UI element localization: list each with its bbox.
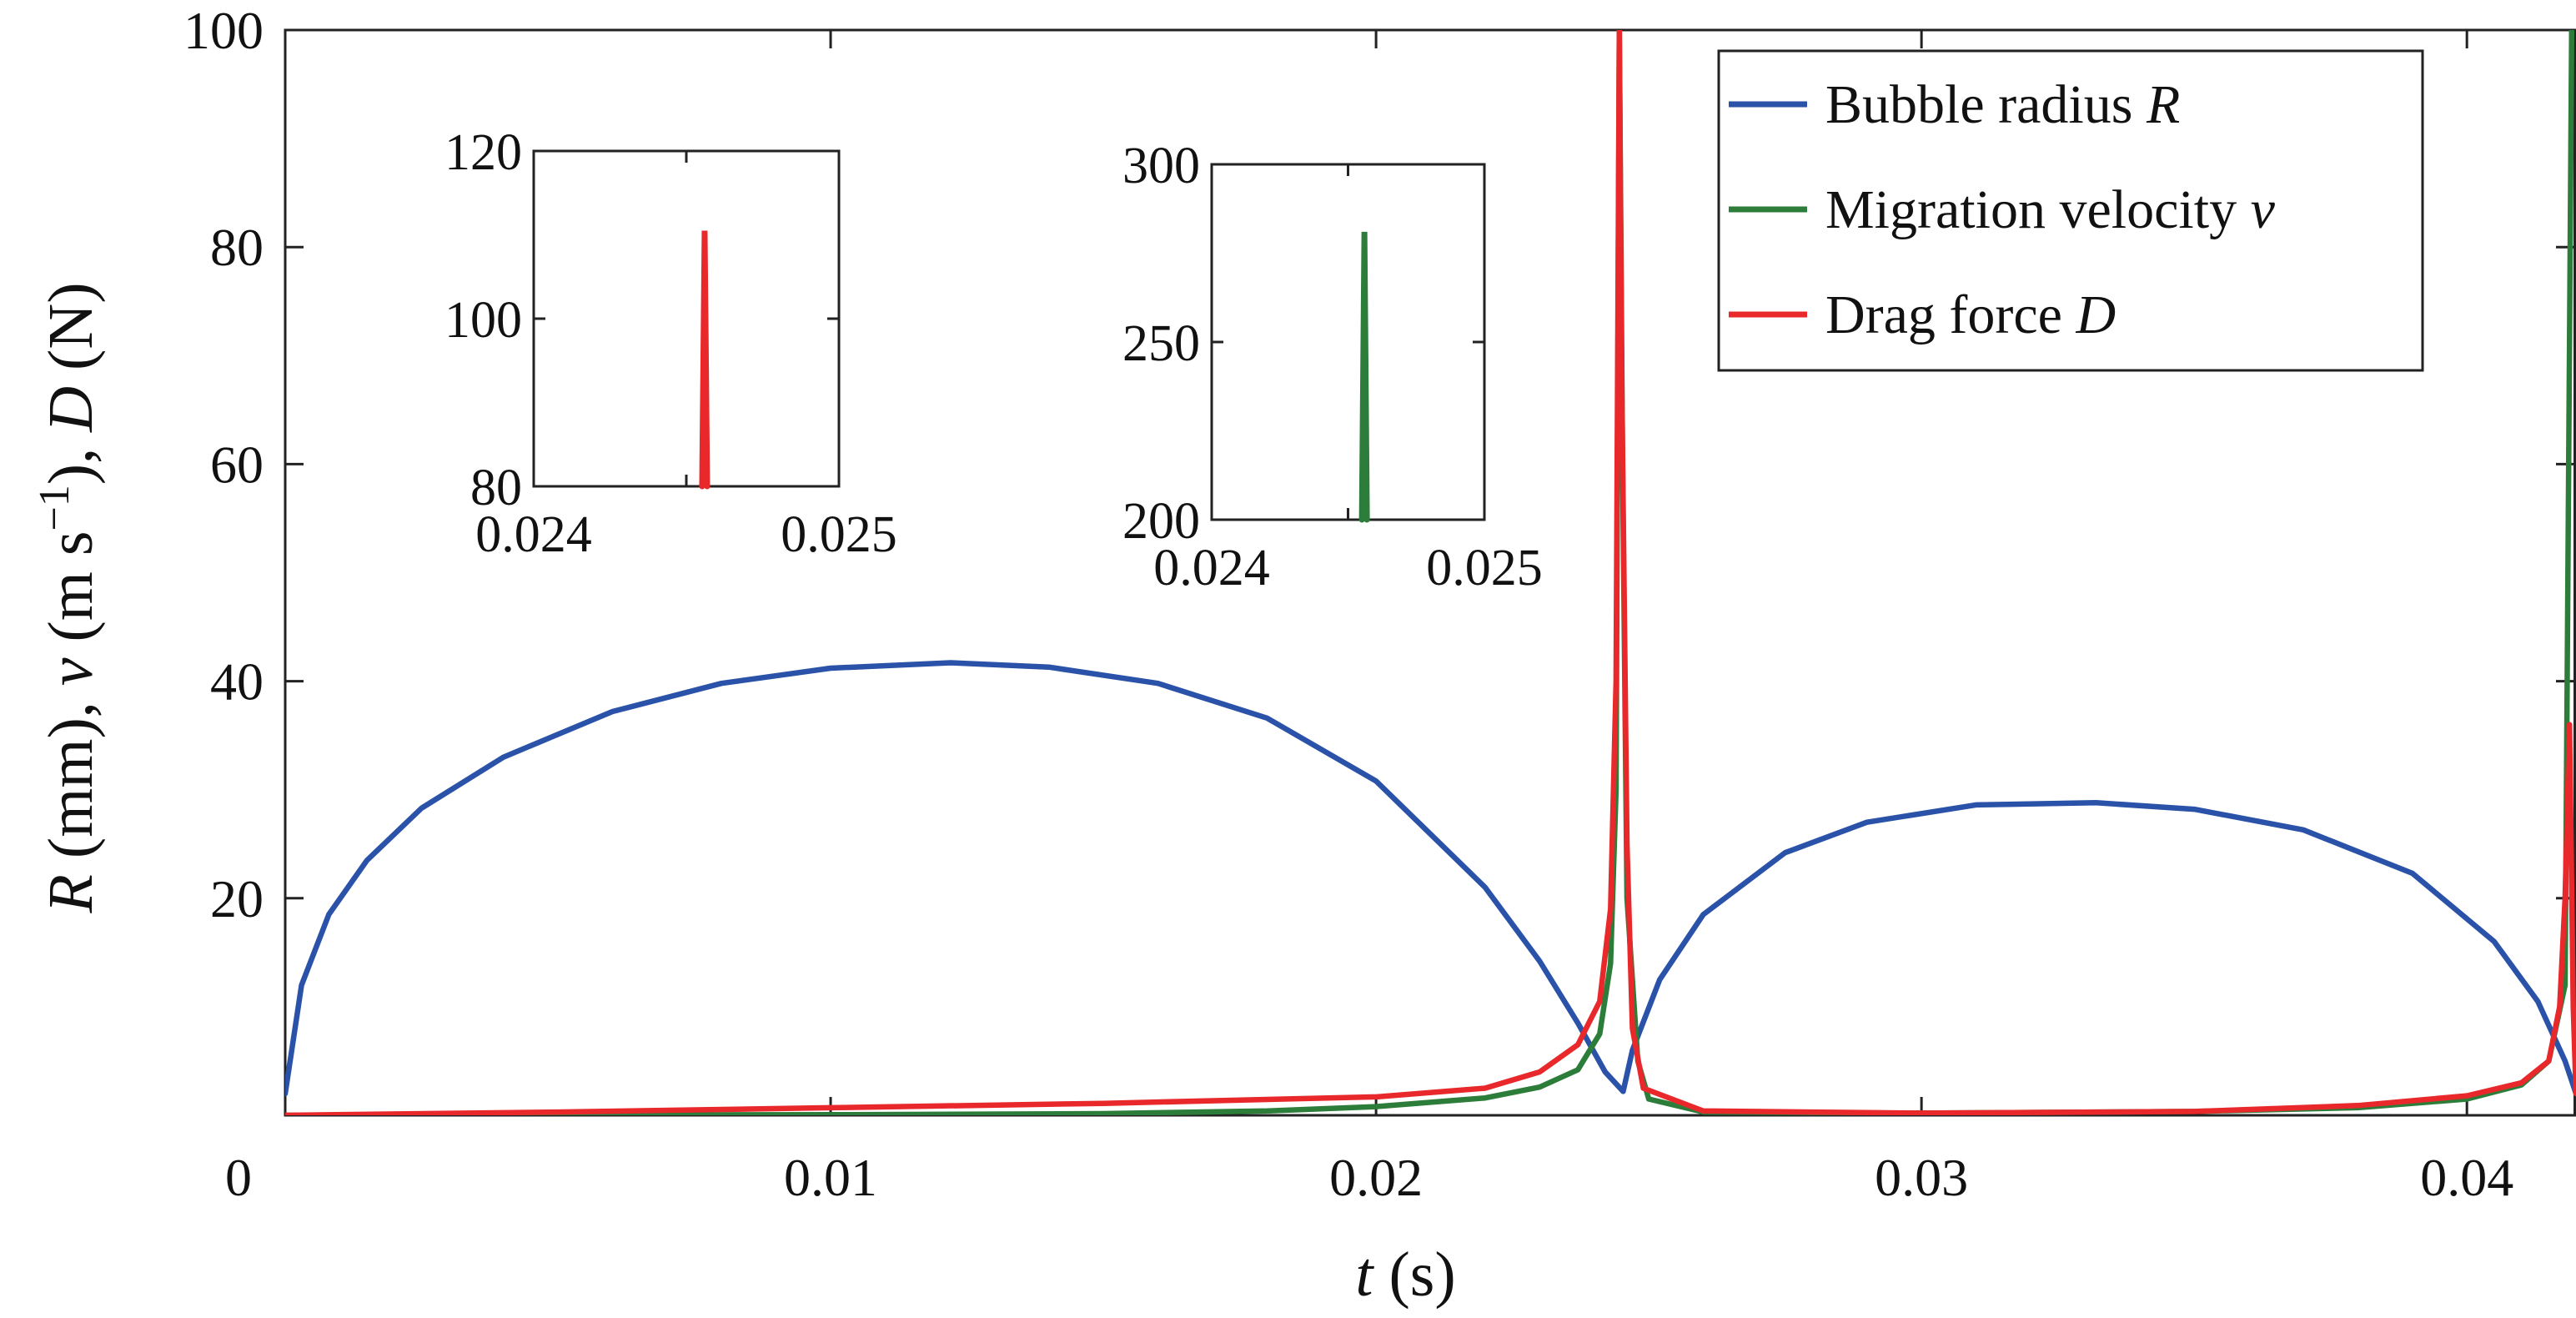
y-tick-label: 80 xyxy=(210,218,264,277)
y-axis-title-part: (mm), xyxy=(36,686,106,874)
y-tick-label: 20 xyxy=(210,869,264,928)
inset-peak-line xyxy=(699,230,711,490)
x-tick-label: 0.01 xyxy=(784,1148,877,1207)
x-tick-label: 0.04 xyxy=(2420,1148,2513,1207)
y-axis-title-part: R xyxy=(36,874,106,913)
plot-frame xyxy=(284,28,2576,1117)
legend-label-text: Bubble radius xyxy=(1825,74,2147,135)
inset-migration-velocity: 200 250 300 0.024 0.025 xyxy=(1122,138,1543,596)
x-axis-title-var: t xyxy=(1355,1240,1374,1310)
inset-y-tick-label: 200 xyxy=(1122,493,1200,550)
inset-x-tick-label: 0.024 xyxy=(475,506,592,563)
legend-label: Bubble radius R xyxy=(1825,74,2180,135)
y-tick-label: 60 xyxy=(210,435,264,494)
x-tick-label: 0 xyxy=(225,1148,252,1207)
series-line-R xyxy=(285,660,2576,1097)
y-axis-title-part: v xyxy=(36,657,106,686)
legend-label-var: R xyxy=(2146,74,2180,135)
legend-label: Migration velocity v xyxy=(1825,179,2276,240)
legend-label-var: D xyxy=(2075,284,2116,345)
inset-y-tick-label: 300 xyxy=(1122,138,1200,194)
inset-y-tick-label: 100 xyxy=(444,292,522,349)
inset-frame xyxy=(1210,163,1486,521)
inset-x-tick-label: 0.024 xyxy=(1153,540,1270,596)
y-tick-label: 40 xyxy=(210,652,264,712)
inset-y-tick-label: 80 xyxy=(470,460,522,516)
inset-y-tick-label: 120 xyxy=(444,124,522,181)
y-axis-title: R (mm), v (m s−1), D (N) xyxy=(31,282,107,913)
x-tick-label: 0.02 xyxy=(1329,1148,1423,1207)
y-axis-title-part: D xyxy=(36,386,106,433)
y-axis-title-part: −1 xyxy=(31,485,78,531)
y-tick-label: 100 xyxy=(183,1,264,60)
inset-peak-line xyxy=(1358,231,1370,523)
inset-drag-force: 80 100 120 0.024 0.025 xyxy=(444,124,897,563)
y-axis-title-part: ), xyxy=(36,432,106,485)
inset-x-tick-label: 0.025 xyxy=(781,506,897,563)
inset-x-tick-label: 0.025 xyxy=(1426,540,1543,596)
series-group xyxy=(285,30,2576,1115)
y-axis-title-part: (m s xyxy=(36,531,106,658)
legend-label-text: Migration velocity xyxy=(1825,179,2251,240)
legend-label-var: v xyxy=(2251,179,2276,240)
main-plot: 0 0.01 0.02 0.03 0.04 20 40 60 80 100 t (s) R (mm),… xyxy=(31,1,2576,1310)
inset-frame xyxy=(532,149,841,488)
y-axis-title-part: (N) xyxy=(36,282,106,386)
legend-label-text: Drag force xyxy=(1825,284,2076,345)
x-axis-title-unit: (s) xyxy=(1373,1240,1455,1310)
legend: Bubble radius R Migration velocity v Drag … xyxy=(1717,49,2424,372)
legend-frame xyxy=(1717,49,2424,372)
series-line-D xyxy=(285,30,2576,1115)
x-axis-title: t (s) xyxy=(1355,1240,1455,1310)
x-tick-label: 0.03 xyxy=(1875,1148,1968,1207)
inset-y-tick-label: 250 xyxy=(1122,315,1200,372)
legend-label: Drag force D xyxy=(1825,284,2116,345)
